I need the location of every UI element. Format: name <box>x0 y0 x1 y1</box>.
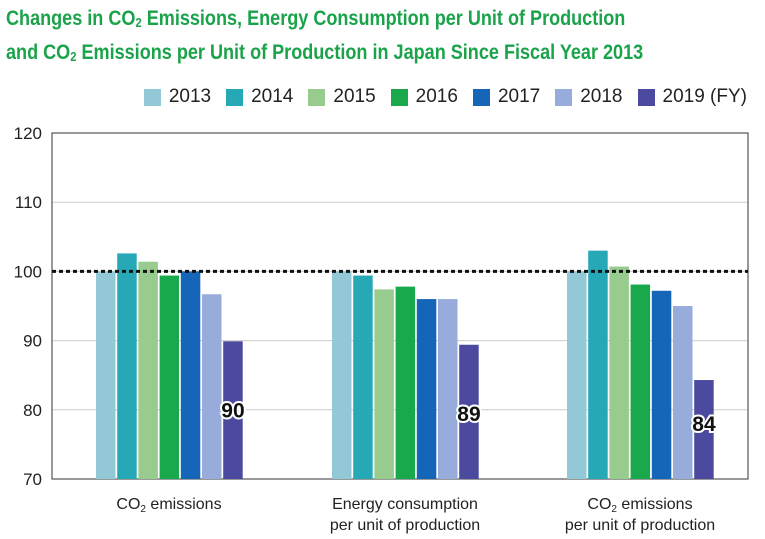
legend-item: 2014 <box>226 86 293 108</box>
legend-item: 2013 <box>143 86 212 108</box>
legend-label: 2014 <box>251 86 294 107</box>
bar <box>694 380 714 479</box>
y-tick-label: 110 <box>15 193 42 212</box>
y-tick-label: 90 <box>23 332 42 351</box>
x-category-label: Energy consumption <box>332 496 478 513</box>
legend-label: 2018 <box>580 86 623 107</box>
y-tick-label: 120 <box>14 124 42 143</box>
legend-item: 2019 (FY) <box>637 86 747 108</box>
y-tick-label: 100 <box>14 262 42 281</box>
bar <box>159 275 180 479</box>
bar <box>630 284 651 479</box>
bar <box>609 266 629 479</box>
legend: 2013 2014 2015 2016 2017 2018 2019 (FY) <box>129 86 747 108</box>
x-category-label: CO2 emissions <box>587 496 692 515</box>
legend-item: 2018 <box>555 86 623 108</box>
legend-item: 2016 <box>390 86 458 108</box>
legend-label: 2019 (FY) <box>662 86 747 107</box>
bar <box>117 253 137 479</box>
bar <box>416 299 437 479</box>
legend-swatch <box>143 88 161 106</box>
y-tick-label: 80 <box>23 401 42 420</box>
data-label: 90 <box>221 399 244 422</box>
bar <box>459 344 479 479</box>
bar <box>374 289 394 479</box>
legend-item: 2017 <box>472 86 541 108</box>
bar <box>180 271 201 479</box>
chart-title: Changes in CO2 Emissions, Energy Consump… <box>6 4 655 72</box>
legend-label: 2013 <box>168 86 212 107</box>
bar <box>332 271 352 479</box>
legend-swatch <box>390 88 408 106</box>
legend-swatch <box>226 88 244 106</box>
legend-label: 2016 <box>415 86 458 107</box>
x-category-label: CO2 emissions <box>116 496 221 515</box>
legend-label: 2017 <box>497 86 541 107</box>
legend-item: 2015 <box>308 86 376 108</box>
legend-swatch <box>472 88 490 106</box>
bar <box>395 286 416 479</box>
bar <box>96 271 116 479</box>
chart-title-line-2: and CO2 Emissions per Unit of Production… <box>6 41 644 64</box>
bar <box>588 250 608 479</box>
bar <box>223 341 243 479</box>
bar <box>673 306 693 479</box>
data-label: 89 <box>457 403 480 426</box>
bar <box>567 271 587 479</box>
bar <box>651 290 672 479</box>
legend-swatch <box>555 88 573 106</box>
y-tick-label: 70 <box>23 470 42 489</box>
x-category-label-line-2: per unit of production <box>330 517 480 534</box>
legend-label: 2015 <box>333 86 376 107</box>
legend-swatch <box>308 88 326 106</box>
bar <box>353 275 373 479</box>
chart-title-line-1: Changes in CO2 Emissions, Energy Consump… <box>6 7 626 30</box>
data-label: 84 <box>692 413 716 436</box>
legend-swatch <box>637 88 655 106</box>
bar <box>138 261 158 479</box>
bar <box>438 299 458 479</box>
x-category-label-line-2: per unit of production <box>565 517 715 534</box>
bar <box>202 294 222 479</box>
